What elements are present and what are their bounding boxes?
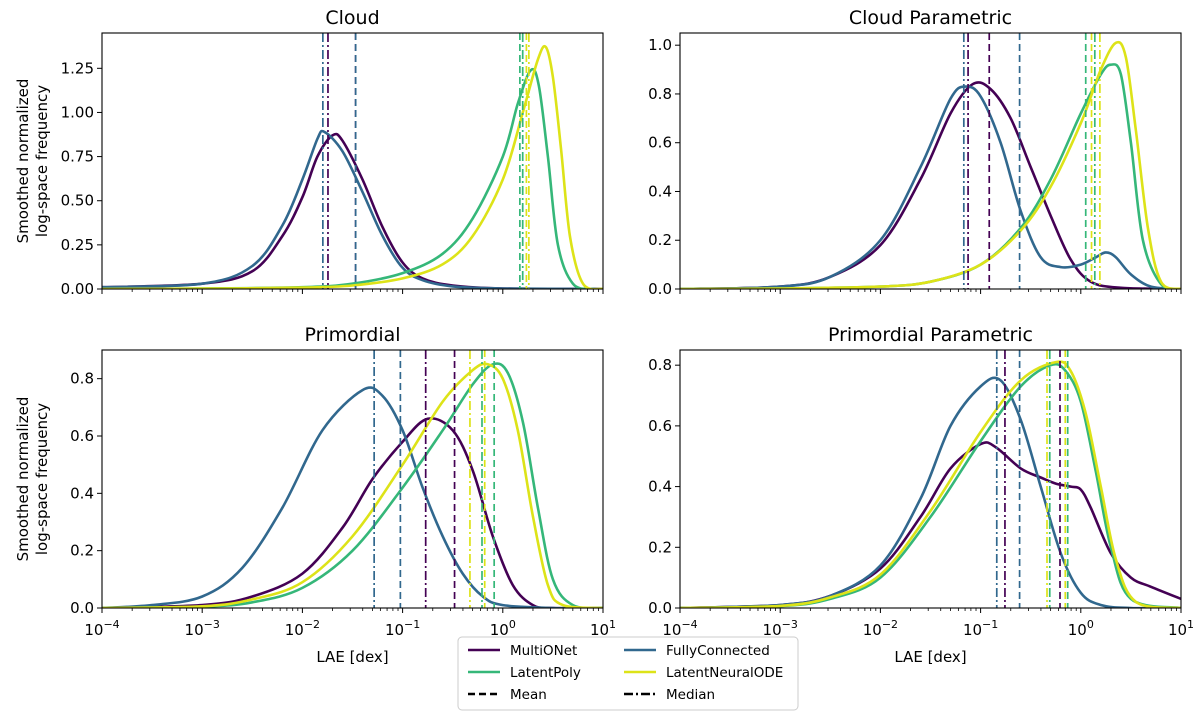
panel-title: Cloud [325, 7, 379, 29]
plot-area [102, 33, 603, 289]
panel-primordial: Primordial 0.0 0.2 0.4 0.6 0.8 10−4 10−3 10−2 10−… [14, 324, 616, 666]
y-tick-label: 1.25 [61, 59, 94, 77]
panel-cloud-parametric: Cloud Parametric 0.0 0.2 0.4 0.6 0.8 1.0 [648, 7, 1182, 298]
panel-title: Cloud Parametric [849, 7, 1012, 29]
y-tick-label: 0.6 [648, 417, 672, 435]
legend-label-median: Median [666, 687, 715, 703]
axes-frame [101, 32, 604, 290]
x-axis-label: LAE [dex] [894, 648, 966, 666]
series-line-latentpoly [102, 362, 603, 608]
series-line-latentneuralode [680, 40, 1181, 289]
plot-area [680, 33, 1181, 289]
series-line-latentneuralode [680, 360, 1181, 608]
panel-primordial-parametric: Primordial Parametric 0.0 0.2 0.4 0.6 0.8 10−4… [648, 324, 1194, 666]
y-tick-label: 0.6 [648, 134, 672, 152]
series-line-fullyconnected [102, 129, 603, 289]
legend-label-latentneuralode: LatentNeuralODE [666, 665, 783, 681]
x-tick-label: 10−2 [285, 618, 320, 639]
legend-label-fullyconnected: FullyConnected [666, 643, 770, 659]
x-tick-label: 100 [1068, 618, 1094, 639]
y-tick-label: 0.75 [61, 148, 94, 166]
series-line-latentneuralode [102, 44, 603, 289]
legend-label-multionet: MultiONet [510, 643, 577, 659]
legend: MultiONet FullyConnected LatentPoly LatentN… [457, 636, 799, 711]
plot-area [680, 350, 1181, 608]
y-tick-label: 0.4 [648, 182, 672, 200]
series-line-latentpoly [680, 63, 1181, 289]
axes-frame [679, 349, 1182, 609]
x-tick-label: 101 [590, 618, 616, 639]
axes-frame [101, 349, 604, 609]
x-tick-label: 10−3 [763, 618, 798, 639]
y-tick-label: 0.8 [648, 85, 672, 103]
y-tick-label: 0.0 [648, 599, 672, 617]
x-tick-label: 101 [1168, 618, 1194, 639]
x-tick-label: 10−1 [385, 618, 420, 639]
y-tick-label: 0.2 [648, 231, 672, 249]
y-axis-label: Smoothed normalizedlog-space frequency [14, 397, 51, 562]
y-tick-label: 0.00 [61, 280, 94, 298]
series-line-latentneuralode [102, 362, 603, 608]
panel-title: Primordial Parametric [828, 324, 1033, 346]
y-tick-label: 0.4 [648, 478, 672, 496]
x-tick-label: 10−4 [84, 618, 119, 639]
x-tick-label: 10−4 [662, 618, 697, 639]
x-tick-label: 10−1 [963, 618, 998, 639]
legend-frame [457, 636, 799, 711]
axes-frame [679, 32, 1182, 290]
x-tick-label: 100 [490, 618, 516, 639]
series-line-latentpoly [680, 362, 1181, 608]
y-tick-label: 0.8 [648, 356, 672, 374]
y-tick-label: 0.0 [648, 280, 672, 298]
x-tick-label: 10−2 [863, 618, 898, 639]
x-tick-label: 10−3 [185, 618, 220, 639]
series-line-fullyconnected [102, 386, 603, 608]
plot-area [102, 350, 603, 608]
panel-cloud: Cloud 0.00 0.25 0.50 0.75 1.00 1.25 Smoothed no… [14, 7, 604, 298]
series-line-fullyconnected [680, 376, 1181, 608]
y-tick-label: 0.25 [61, 236, 94, 254]
series-line-multionet [102, 132, 603, 289]
y-tick-label: 0.6 [70, 427, 94, 445]
series-line-multionet [102, 417, 603, 608]
y-axis-label: Smoothed normalizedlog-space frequency [14, 79, 51, 244]
legend-label-mean: Mean [510, 687, 547, 703]
y-tick-label: 0.2 [70, 542, 94, 560]
x-axis-label: LAE [dex] [316, 648, 388, 666]
series-line-multionet [680, 81, 1181, 289]
y-tick-label: 0.0 [70, 599, 94, 617]
y-tick-label: 0.8 [70, 370, 94, 388]
legend-label-latentpoly: LatentPoly [510, 665, 581, 681]
y-tick-label: 1.00 [61, 103, 94, 121]
y-tick-label: 0.4 [70, 484, 94, 502]
series-line-fullyconnected [680, 85, 1181, 289]
series-line-latentpoly [102, 67, 603, 289]
y-tick-label: 0.2 [648, 538, 672, 556]
panel-title: Primordial [304, 324, 400, 346]
y-tick-label: 1.0 [648, 36, 672, 54]
y-tick-label: 0.50 [61, 192, 94, 210]
